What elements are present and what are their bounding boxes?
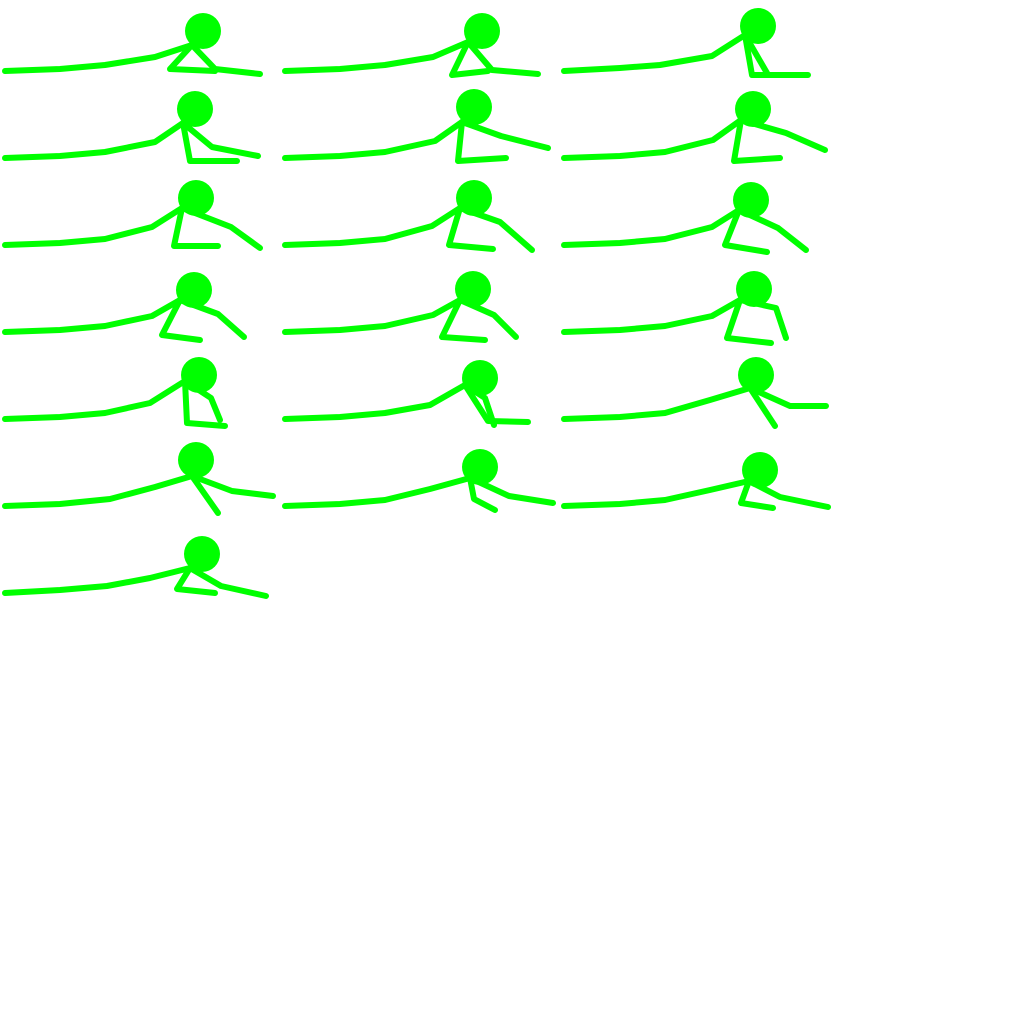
- stick-figure-near-arm: [747, 385, 829, 409]
- stick-figure-body: [282, 39, 471, 74]
- stick-figure-body: [2, 565, 193, 596]
- stick-figure-far-arm: [180, 120, 261, 159]
- stick-figure-near-arm: [180, 120, 240, 164]
- stick-figure-head: [176, 272, 212, 308]
- stick-figure-body: [282, 205, 463, 248]
- stick-figure-far-arm: [459, 119, 551, 151]
- crawl-frame-16: [2, 442, 276, 516]
- stick-figure-head: [736, 271, 772, 307]
- stick-figure-near-arm: [462, 382, 531, 425]
- stick-figure-body: [282, 475, 473, 509]
- stick-figure-body: [282, 297, 463, 335]
- crawl-frame-3: [561, 8, 811, 78]
- crawl-frame-12: [561, 271, 789, 346]
- stick-figure-head: [456, 180, 492, 216]
- stick-figure-body: [561, 207, 742, 248]
- stick-figure-head: [733, 182, 769, 218]
- crawl-frame-15: [561, 357, 829, 429]
- crawl-frame-7: [2, 180, 263, 251]
- stick-figure-near-arm: [174, 565, 218, 596]
- crawl-frame-18: [561, 452, 831, 511]
- stick-figure-near-arm: [724, 297, 774, 346]
- stick-figure-body: [561, 32, 748, 74]
- stick-figure-head: [178, 180, 214, 216]
- stick-figure-far-arm: [465, 39, 541, 77]
- stick-figure-near-arm: [738, 478, 776, 511]
- crawl-frame-10: [2, 272, 247, 343]
- stick-figure-head: [462, 449, 498, 485]
- stick-figure-near-arm: [467, 475, 498, 513]
- stick-figure-near-arm: [722, 207, 770, 255]
- stick-figure-head: [456, 89, 492, 125]
- stick-figure-head: [738, 357, 774, 393]
- crawl-frame-11: [282, 271, 519, 343]
- stick-figure-near-arm: [731, 117, 783, 164]
- stick-figure-far-arm: [747, 385, 778, 429]
- stick-figure-head: [742, 452, 778, 488]
- stick-figure-head: [735, 91, 771, 127]
- crawl-frame-14: [282, 360, 531, 428]
- crawl-frame-19: [2, 536, 269, 599]
- stick-figure-near-arm: [449, 39, 491, 78]
- stick-figure-body: [561, 297, 743, 335]
- stick-figure-far-arm: [189, 42, 263, 77]
- stick-figure-body: [282, 382, 468, 422]
- stick-figure-near-arm: [171, 205, 221, 249]
- stick-figure-near-arm: [742, 32, 811, 78]
- stick-figure-far-arm: [189, 473, 276, 499]
- stick-figure-body: [282, 119, 465, 161]
- crawl-frame-13: [2, 357, 228, 429]
- stick-figure-head: [464, 13, 500, 49]
- stick-figure-head: [178, 442, 214, 478]
- stick-figure-body: [2, 42, 195, 74]
- crawl-frame-9: [561, 182, 809, 255]
- crawl-frame-5: [282, 89, 551, 164]
- crawl-frame-1: [2, 13, 263, 77]
- stick-figure-far-arm: [737, 297, 789, 341]
- stick-figure-body: [2, 120, 186, 161]
- stick-figure-near-arm: [189, 473, 221, 516]
- stick-figure-near-arm: [439, 297, 488, 343]
- stick-figure-head: [455, 271, 491, 307]
- stick-figure-head: [462, 360, 498, 396]
- stick-figure-head: [185, 13, 221, 49]
- stick-figure-head: [740, 8, 776, 44]
- stick-figure-near-arm: [182, 378, 228, 429]
- crawl-frame-17: [282, 449, 556, 513]
- stick-figure-near-arm: [167, 42, 218, 74]
- stick-figure-body: [561, 385, 753, 422]
- stick-figure-near-arm: [455, 119, 509, 164]
- stick-figure-head: [184, 536, 220, 572]
- stick-figure-body: [561, 478, 752, 509]
- crawl-frame-6: [561, 91, 828, 164]
- stick-figure-body: [2, 297, 183, 335]
- stick-figure-near-arm: [159, 297, 203, 343]
- stick-figure-head: [181, 357, 217, 393]
- stick-figure-near-arm: [446, 205, 496, 252]
- stick-figure-body: [2, 378, 188, 422]
- crawl-frame-2: [282, 13, 541, 78]
- crawl-frame-8: [282, 180, 535, 253]
- stick-figure-body: [2, 205, 185, 248]
- stick-figure-far-arm: [187, 565, 269, 599]
- stick-figure-body: [2, 473, 195, 509]
- crawl-frame-4: [2, 91, 261, 164]
- stick-figure-head: [177, 91, 213, 127]
- stick-figure-body: [561, 117, 744, 161]
